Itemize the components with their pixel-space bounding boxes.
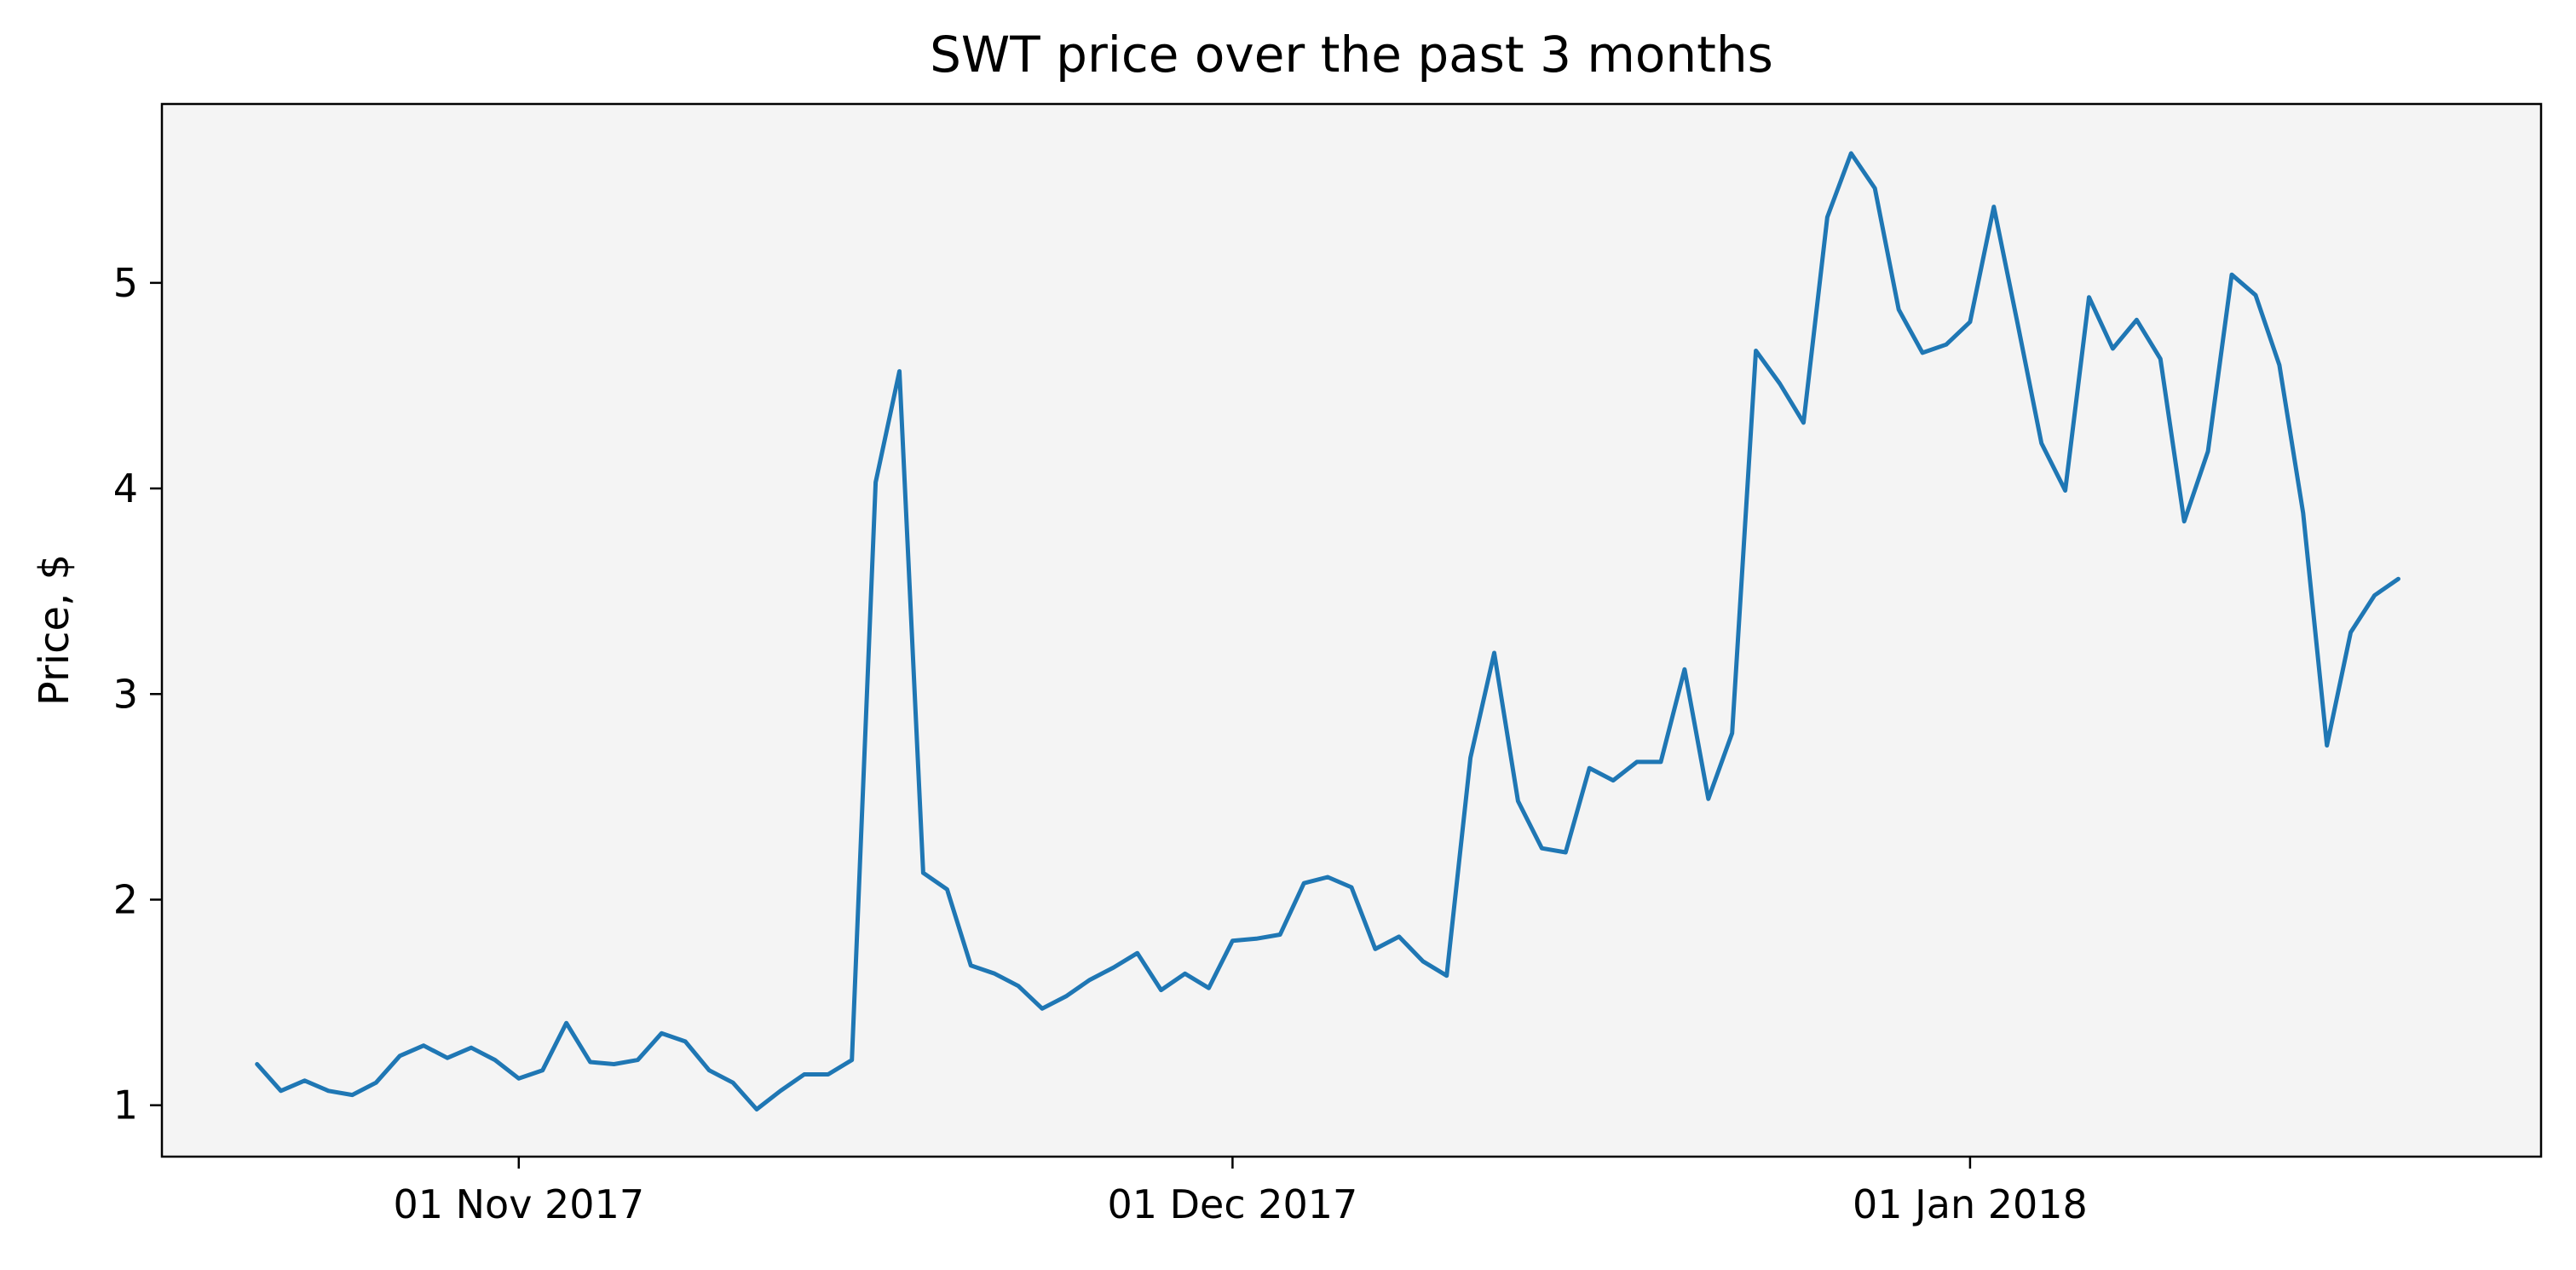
y-tick-label: 4	[113, 465, 138, 511]
x-tick-label: 01 Dec 2017	[1107, 1181, 1357, 1227]
y-tick-label: 2	[113, 876, 138, 922]
x-tick-label: 01 Nov 2017	[393, 1181, 644, 1227]
y-tick-label: 1	[113, 1082, 138, 1129]
plot-frame	[160, 102, 2543, 1158]
price-series-line	[255, 151, 2400, 1111]
y-axis-label: Price, $	[31, 554, 78, 706]
axis-ticks: 01 Nov 2017 01 Dec 2017 01 Jan 2018 1 2 3 4 5	[113, 260, 2088, 1227]
x-tick-label: 01 Jan 2018	[1853, 1181, 2088, 1227]
plot-area	[162, 104, 2541, 1157]
y-tick-label: 5	[113, 260, 138, 306]
chart-title: SWT price over the past 3 months	[930, 26, 1773, 84]
y-tick-label: 3	[113, 671, 138, 717]
